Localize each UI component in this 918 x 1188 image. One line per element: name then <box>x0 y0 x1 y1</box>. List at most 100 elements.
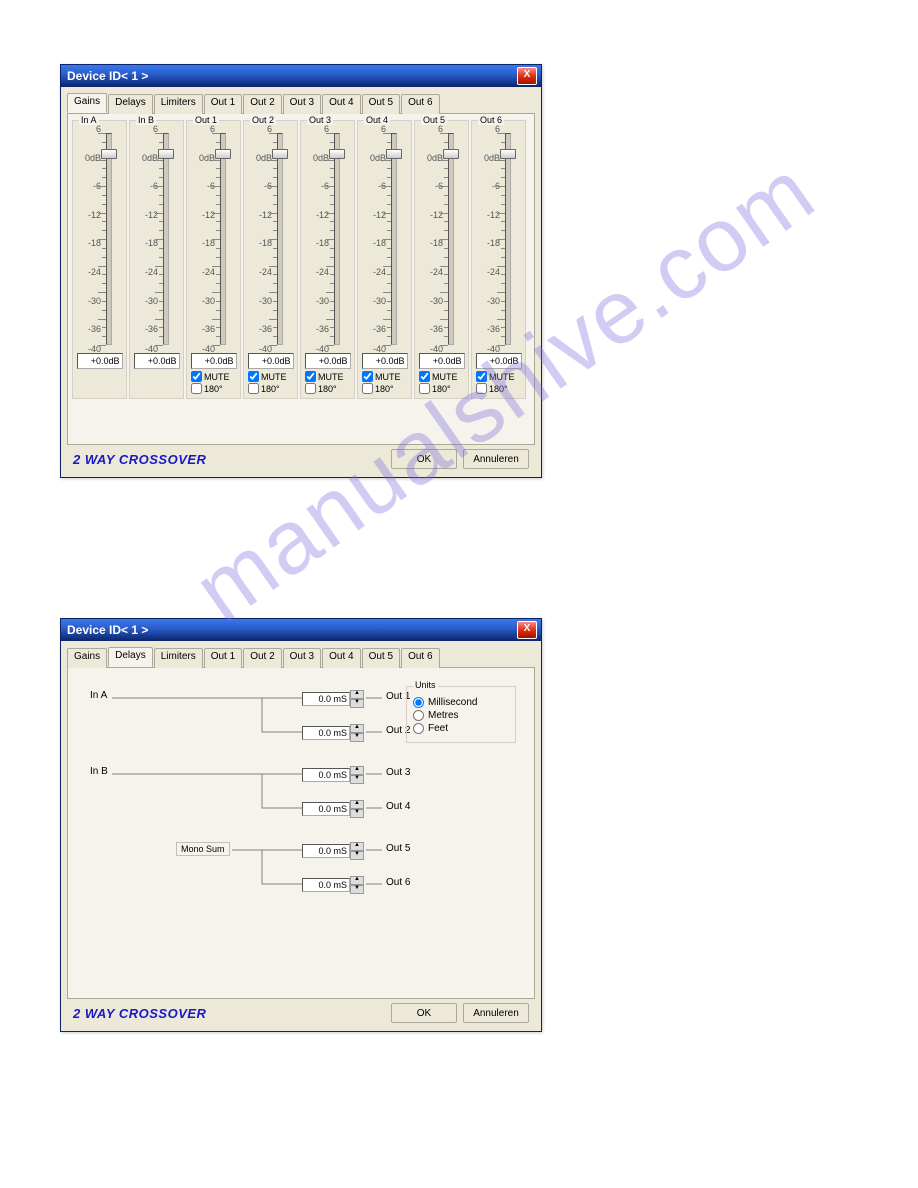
gain-value[interactable]: +0.0dB <box>476 353 522 369</box>
titlebar[interactable]: Device ID< 1 > X <box>61 65 541 87</box>
slider[interactable]: 60dB-6-12-18-24-30-36-40 <box>132 129 181 349</box>
tab-out-2[interactable]: Out 2 <box>243 94 281 114</box>
phase-input[interactable] <box>248 383 259 394</box>
slider-thumb[interactable] <box>443 149 459 159</box>
tab-out-4[interactable]: Out 4 <box>322 94 360 114</box>
delay-value[interactable] <box>302 844 350 858</box>
slider[interactable]: 60dB-6-12-18-24-30-36-40 <box>246 129 295 349</box>
radio-input[interactable] <box>413 697 424 708</box>
spin-down-icon[interactable]: ▼ <box>350 851 364 860</box>
tab-out-5[interactable]: Out 5 <box>362 648 400 668</box>
phase-input[interactable] <box>419 383 430 394</box>
tab-delays[interactable]: Delays <box>108 647 153 667</box>
slider[interactable]: 60dB-6-12-18-24-30-36-40 <box>75 129 124 349</box>
gain-value[interactable]: +0.0dB <box>419 353 465 369</box>
phase-input[interactable] <box>362 383 373 394</box>
ok-button[interactable]: OK <box>391 449 457 469</box>
tab-out-1[interactable]: Out 1 <box>204 94 242 114</box>
delay-value[interactable] <box>302 878 350 892</box>
tab-delays[interactable]: Delays <box>108 94 153 114</box>
spin-up-icon[interactable]: ▲ <box>350 876 364 885</box>
phase-input[interactable] <box>476 383 487 394</box>
gain-value[interactable]: +0.0dB <box>77 353 123 369</box>
gain-value[interactable]: +0.0dB <box>305 353 351 369</box>
slider-thumb[interactable] <box>500 149 516 159</box>
phase-checkbox[interactable]: 180° <box>248 383 295 394</box>
unit-radio-metres[interactable]: Metres <box>413 710 509 721</box>
slider-thumb[interactable] <box>215 149 231 159</box>
tab-gains[interactable]: Gains <box>67 93 107 113</box>
spin-down-icon[interactable]: ▼ <box>350 699 364 708</box>
cancel-button[interactable]: Annuleren <box>463 449 529 469</box>
unit-radio-millisecond[interactable]: Millisecond <box>413 697 509 708</box>
ok-button[interactable]: OK <box>391 1003 457 1023</box>
delay-spinner-out6[interactable]: ▲▼ <box>302 876 364 894</box>
phase-checkbox[interactable]: 180° <box>305 383 352 394</box>
delay-spinner-out4[interactable]: ▲▼ <box>302 800 364 818</box>
mute-checkbox[interactable]: MUTE <box>191 371 238 382</box>
spin-down-icon[interactable]: ▼ <box>350 775 364 784</box>
slider-thumb[interactable] <box>329 149 345 159</box>
gain-value[interactable]: +0.0dB <box>248 353 294 369</box>
mute-input[interactable] <box>419 371 430 382</box>
mute-input[interactable] <box>191 371 202 382</box>
radio-input[interactable] <box>413 723 424 734</box>
phase-checkbox[interactable]: 180° <box>476 383 523 394</box>
delay-spinner-out2[interactable]: ▲▼ <box>302 724 364 742</box>
tab-limiters[interactable]: Limiters <box>154 94 203 114</box>
delay-value[interactable] <box>302 768 350 782</box>
spin-up-icon[interactable]: ▲ <box>350 842 364 851</box>
close-button[interactable]: X <box>517 67 537 85</box>
delay-spinner-out1[interactable]: ▲▼ <box>302 690 364 708</box>
mute-checkbox[interactable]: MUTE <box>476 371 523 382</box>
tab-limiters[interactable]: Limiters <box>154 648 203 668</box>
phase-input[interactable] <box>191 383 202 394</box>
tab-out-4[interactable]: Out 4 <box>322 648 360 668</box>
tab-out-3[interactable]: Out 3 <box>283 94 321 114</box>
gain-value[interactable]: +0.0dB <box>134 353 180 369</box>
delay-value[interactable] <box>302 692 350 706</box>
cancel-button[interactable]: Annuleren <box>463 1003 529 1023</box>
mute-input[interactable] <box>362 371 373 382</box>
mute-checkbox[interactable]: MUTE <box>248 371 295 382</box>
mute-input[interactable] <box>476 371 487 382</box>
tab-out-6[interactable]: Out 6 <box>401 648 439 668</box>
mute-checkbox[interactable]: MUTE <box>419 371 466 382</box>
spin-up-icon[interactable]: ▲ <box>350 766 364 775</box>
titlebar[interactable]: Device ID< 1 > X <box>61 619 541 641</box>
slider-thumb[interactable] <box>272 149 288 159</box>
slider-thumb[interactable] <box>386 149 402 159</box>
tab-out-1[interactable]: Out 1 <box>204 648 242 668</box>
mute-input[interactable] <box>305 371 316 382</box>
tab-out-2[interactable]: Out 2 <box>243 648 281 668</box>
radio-input[interactable] <box>413 710 424 721</box>
phase-checkbox[interactable]: 180° <box>362 383 409 394</box>
slider[interactable]: 60dB-6-12-18-24-30-36-40 <box>417 129 466 349</box>
spin-up-icon[interactable]: ▲ <box>350 800 364 809</box>
delay-value[interactable] <box>302 802 350 816</box>
spin-down-icon[interactable]: ▼ <box>350 733 364 742</box>
phase-checkbox[interactable]: 180° <box>419 383 466 394</box>
tab-gains[interactable]: Gains <box>67 648 107 668</box>
spin-up-icon[interactable]: ▲ <box>350 690 364 699</box>
tab-out-6[interactable]: Out 6 <box>401 94 439 114</box>
delay-spinner-out3[interactable]: ▲▼ <box>302 766 364 784</box>
delay-spinner-out5[interactable]: ▲▼ <box>302 842 364 860</box>
slider[interactable]: 60dB-6-12-18-24-30-36-40 <box>189 129 238 349</box>
slider-thumb[interactable] <box>101 149 117 159</box>
mute-checkbox[interactable]: MUTE <box>305 371 352 382</box>
spin-down-icon[interactable]: ▼ <box>350 885 364 894</box>
slider[interactable]: 60dB-6-12-18-24-30-36-40 <box>474 129 523 349</box>
delay-value[interactable] <box>302 726 350 740</box>
phase-input[interactable] <box>305 383 316 394</box>
mute-checkbox[interactable]: MUTE <box>362 371 409 382</box>
slider-thumb[interactable] <box>158 149 174 159</box>
phase-checkbox[interactable]: 180° <box>191 383 238 394</box>
tab-out-5[interactable]: Out 5 <box>362 94 400 114</box>
spin-down-icon[interactable]: ▼ <box>350 809 364 818</box>
tab-out-3[interactable]: Out 3 <box>283 648 321 668</box>
slider[interactable]: 60dB-6-12-18-24-30-36-40 <box>360 129 409 349</box>
mute-input[interactable] <box>248 371 259 382</box>
gain-value[interactable]: +0.0dB <box>191 353 237 369</box>
gain-value[interactable]: +0.0dB <box>362 353 408 369</box>
